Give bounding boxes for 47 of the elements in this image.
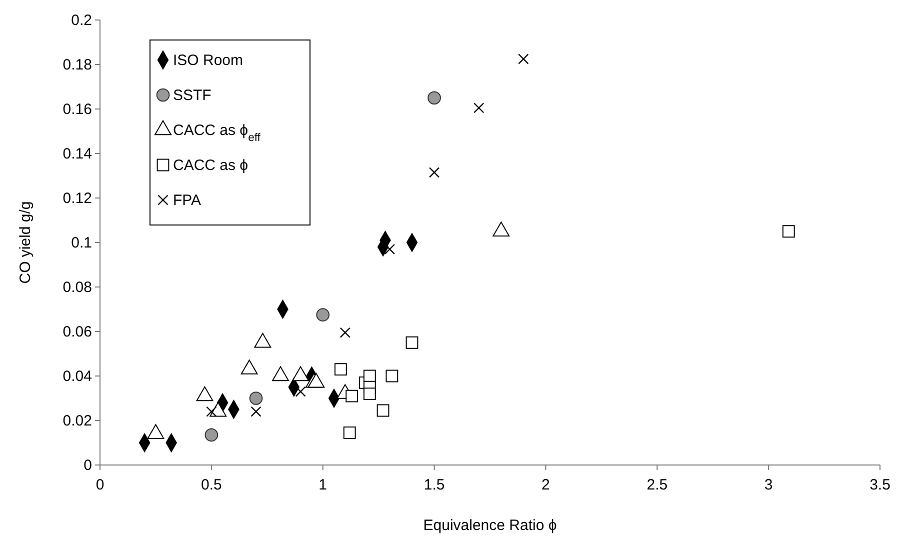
y-tick-label: 0.18: [62, 56, 92, 74]
y-tick-label: 0.04: [62, 368, 92, 385]
point: [406, 336, 418, 349]
y-tick-label: 0.02: [62, 412, 92, 430]
point: [295, 386, 306, 397]
x-tick-label: 3: [764, 476, 773, 494]
legend-label: ISO Room: [173, 52, 244, 69]
y-tick-label: 0.16: [62, 100, 92, 118]
y-tick-label: 0.08: [62, 278, 92, 296]
legend-label: SSTF: [173, 87, 212, 104]
y-tick-label: 0.2: [71, 12, 92, 29]
point: [428, 91, 441, 105]
point: [384, 244, 396, 254]
y-tick-label: 0.12: [62, 190, 92, 207]
x-tick-label: 3.5: [870, 476, 890, 494]
point: [363, 388, 376, 400]
x-tick-label: 2: [542, 476, 550, 494]
point: [428, 167, 440, 178]
point: [782, 225, 795, 238]
x-tick-label: 1.5: [424, 476, 445, 494]
point: [340, 327, 350, 338]
point: [206, 406, 217, 417]
point: [474, 102, 484, 114]
x-tick-label: 0.5: [201, 476, 222, 494]
x-tick-label: 0: [96, 476, 104, 494]
point: [363, 370, 376, 382]
point: [518, 54, 529, 64]
legend-label: CACC as ϕ: [173, 157, 248, 174]
legend-label: CACC as ϕ$_{eff}$: [173, 122, 262, 144]
point: [250, 406, 262, 417]
y-axis-title: CO yield g/g: [17, 201, 34, 284]
x-tick-label: 2.5: [646, 476, 668, 494]
x-axis-title: Equivalence Ratio ϕ: [423, 517, 557, 534]
legend-label: FPA: [173, 192, 202, 209]
y-tick-label: 0.14: [62, 145, 92, 162]
point: [204, 428, 218, 442]
point: [249, 392, 263, 405]
point: [346, 390, 358, 402]
point: [343, 426, 356, 439]
y-tick-label: 0.06: [62, 323, 92, 340]
x-tick-label: 1: [318, 476, 328, 494]
point: [386, 370, 398, 382]
point: [376, 404, 390, 417]
y-tick-label: 0: [84, 456, 92, 474]
y-tick-label: 0.1: [71, 234, 92, 252]
point: [334, 363, 347, 376]
point: [316, 308, 330, 322]
